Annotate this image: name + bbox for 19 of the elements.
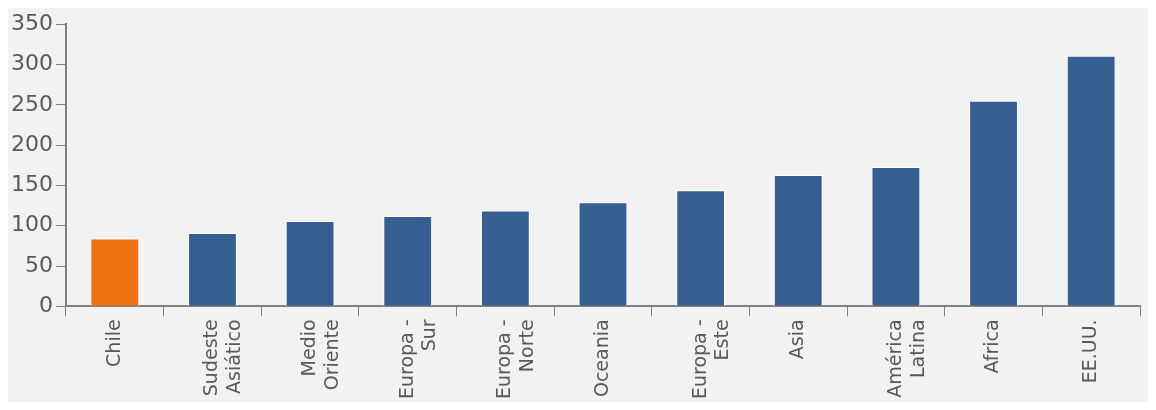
x-tick-label: Chile: [101, 319, 124, 367]
y-tick-label: 150: [10, 171, 53, 197]
x-tick-label: Medio Oriente: [297, 319, 342, 391]
y-tick-label: 100: [10, 211, 53, 237]
x-tick-label: Europa - Norte: [492, 319, 538, 400]
x-tick-label: Sudeste Asiático: [199, 319, 245, 397]
y-tick-label: 0: [38, 292, 53, 318]
x-tick-label: Europa - Este: [687, 319, 733, 400]
x-tick-label: América Latina: [882, 319, 928, 398]
y-tick-label: 300: [10, 50, 53, 76]
x-tick-label: Asia: [785, 319, 808, 360]
y-tick-label: 250: [10, 90, 53, 116]
x-tick-label: EE.UU.: [1078, 319, 1101, 384]
y-tick-label: 50: [24, 251, 53, 277]
x-tick-label: Europa - Sur: [394, 319, 440, 400]
x-tick-label: Africa: [980, 319, 1003, 374]
x-tick-label: Oceania: [589, 319, 612, 398]
y-tick-label: 200: [10, 130, 53, 156]
y-tick-label: 350: [10, 9, 53, 35]
